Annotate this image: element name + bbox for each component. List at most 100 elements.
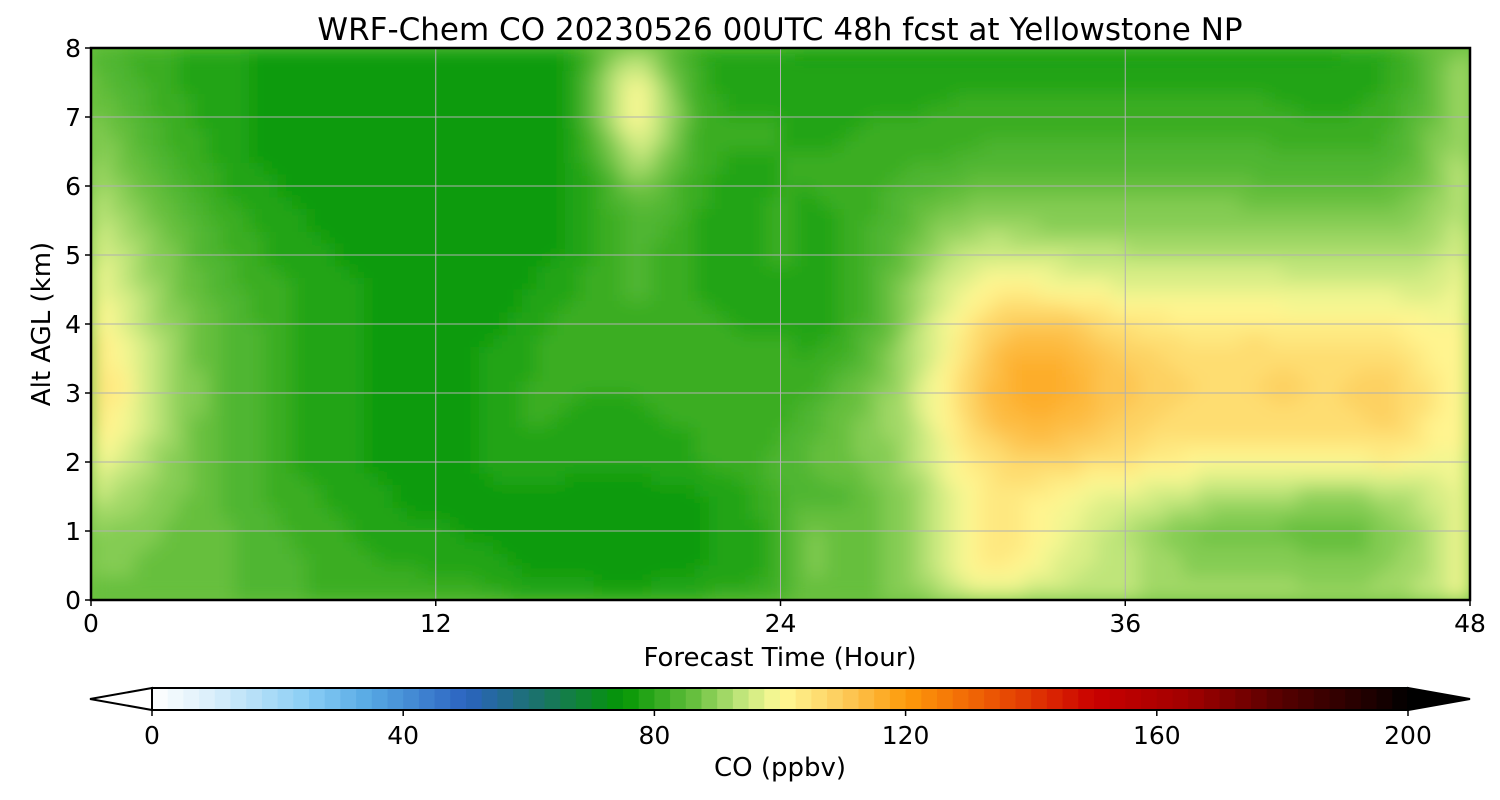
heat-cell [1240,324,1256,337]
heat-cell [134,542,150,555]
heat-cell [1168,82,1184,95]
heat-cell [579,255,595,268]
heat-cell [1254,105,1270,118]
heat-cell [823,94,839,107]
heat-cell [1383,519,1399,532]
heat-cell [536,439,552,452]
heat-cell [1153,163,1170,176]
heat-cell [1240,232,1256,245]
heat-cell [148,335,164,348]
heat-cell [1441,335,1457,348]
heat-cell [134,554,150,567]
heat-cell [651,243,667,256]
heat-cell [521,416,538,429]
heat-cell [421,220,437,233]
heat-cell [766,381,782,394]
heat-cell [723,151,739,164]
heat-cell [565,266,581,279]
heat-cell [952,289,969,302]
heat-cell [148,128,164,141]
heat-cell [191,128,207,141]
heat-cell [593,71,609,84]
heat-cell [450,370,466,383]
heat-cell [622,496,638,509]
heat-cell [665,105,681,118]
heat-cell [952,335,969,348]
heat-cell [263,94,279,107]
heat-cell [1297,255,1313,268]
heat-cell [751,128,767,141]
heat-cell [737,301,753,314]
heat-cell [1139,94,1155,107]
heat-cell [1455,462,1470,475]
heat-cell [91,220,107,233]
heat-cell [766,220,782,233]
heat-cell [565,427,581,440]
heat-cell [1455,243,1470,256]
heat-cell [1254,209,1270,222]
heat-cell [665,450,681,463]
heat-cell [751,312,767,325]
heat-cell [694,393,710,406]
heat-cell [1125,243,1141,256]
heat-cell [823,82,839,95]
heat-cell [679,508,696,521]
heat-cell [119,496,135,509]
heat-cell [550,232,566,245]
heat-cell [938,197,954,210]
colorbar-segment [1266,688,1283,710]
heat-cell [1355,393,1371,406]
heat-cell [1254,427,1270,440]
heat-cell [1139,427,1155,440]
heat-cell [507,358,523,371]
heat-cell [967,462,983,475]
heat-cell [1182,197,1198,210]
heat-cell [751,485,767,498]
heat-cell [521,508,538,521]
heat-cell [665,439,681,452]
heat-cell [1168,370,1184,383]
heat-cell [249,82,265,95]
heat-cell [1110,255,1127,268]
heat-cell [306,439,322,452]
heat-cell [694,197,710,210]
heat-cell [1240,289,1256,302]
heat-cell [981,462,997,475]
heat-cell [995,519,1012,532]
heat-cell [148,220,164,233]
heat-cell [1369,450,1385,463]
heat-cell [550,439,566,452]
heat-cell [306,220,322,233]
heat-cell [895,531,911,544]
heat-cell [608,450,624,463]
heat-cell [1426,554,1443,567]
heat-cell [1024,174,1040,187]
heat-cell [837,473,854,486]
heat-cell [1268,128,1285,141]
heat-cell [536,519,552,532]
heat-cell [737,519,753,532]
heat-cell [651,427,667,440]
heat-cell [924,289,940,302]
heat-cell [1110,232,1127,245]
heat-cell [363,186,380,199]
colorbar-segment [544,688,561,710]
heat-cell [1039,163,1055,176]
heat-cell [1340,232,1356,245]
heat-cell [550,324,566,337]
heat-cell [162,347,178,360]
heat-cell [421,565,437,578]
heat-cell [1455,117,1470,130]
heat-cell [909,554,925,567]
heat-cell [1283,301,1299,314]
heat-cell [1182,554,1198,567]
heat-cell [1340,531,1356,544]
heat-cell [565,255,581,268]
heat-cell [550,209,566,222]
heat-cell [1039,358,1055,371]
heat-cell [335,117,351,130]
heat-cell [1268,312,1285,325]
heat-cell [1039,404,1055,417]
heat-cell [665,71,681,84]
heat-cell [1426,232,1443,245]
